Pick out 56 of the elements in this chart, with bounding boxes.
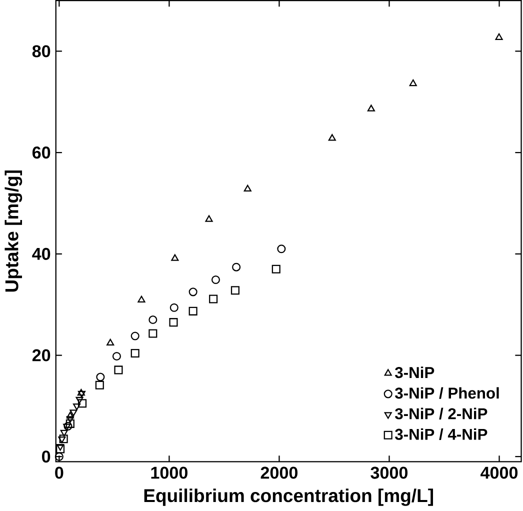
point [58,436,66,444]
y-tick-label: 40 [32,248,50,260]
x-axis-title: Equilibrium concentration [mg/L] [144,488,433,506]
x-tick-label: 4000 [480,466,518,479]
point [96,372,105,382]
point [272,265,280,274]
point [78,391,86,398]
point [59,434,68,444]
legend-label: 3-NiP [395,366,434,378]
point [367,104,375,112]
x-tick-label: 1000 [151,466,188,479]
y-tick-label: 80 [32,45,50,58]
y-tick-label: 20 [32,349,50,362]
point [54,452,64,462]
legend-label: 3-NiP / Phenol [395,387,499,400]
point [130,332,140,340]
point [277,244,286,254]
point [77,389,85,396]
y-tick-label: 60 [32,146,50,159]
legend-label: 3-NiP / 4-NiP [395,428,488,440]
point [409,80,417,86]
point [188,307,198,316]
point [171,254,179,262]
point [169,318,178,327]
point [232,263,241,272]
point [244,184,252,192]
point [66,420,74,428]
point [76,397,84,404]
y-axis-title: Uptake [mg/g] [4,170,22,292]
point [328,134,336,141]
point [66,412,74,419]
point [112,352,121,361]
x-tick-label: 2000 [260,466,298,479]
x-tick-label: 0 [55,466,64,479]
point [188,288,198,296]
point [495,33,503,40]
x-tick-label: 3000 [370,466,408,479]
point [60,430,68,437]
legend-label: 3-NiP / 2-NiP [395,408,488,420]
point [130,349,140,358]
point [230,286,240,295]
point [148,329,158,338]
point [66,416,74,424]
point [209,294,218,304]
point [56,444,64,451]
y-tick-label: 0 [42,450,50,463]
point [56,444,65,454]
point [70,410,78,416]
point [170,304,178,312]
point [114,366,123,374]
point [106,339,114,346]
point [95,381,104,390]
point [211,276,220,284]
point [138,296,146,303]
point [148,316,158,324]
point [205,215,213,222]
